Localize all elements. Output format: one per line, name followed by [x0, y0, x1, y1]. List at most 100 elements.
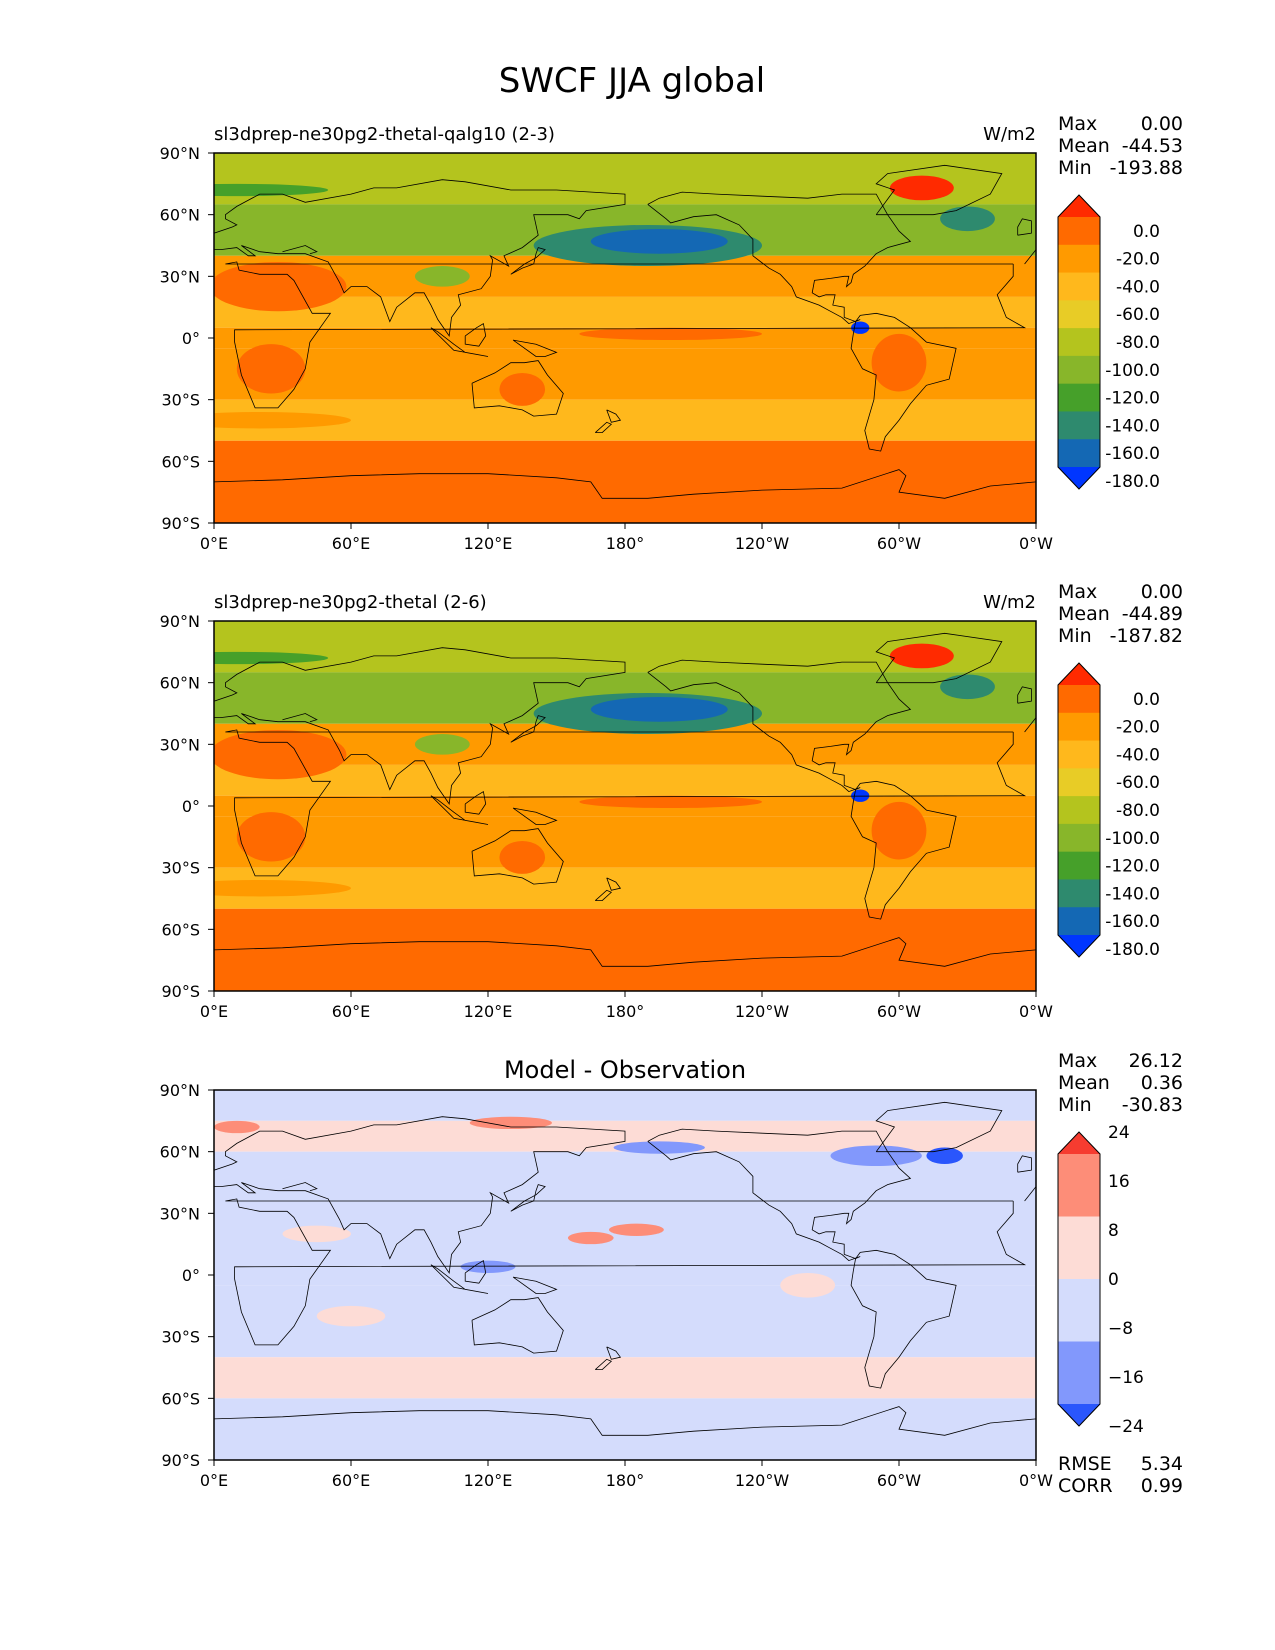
lon-tick-label: 60°W	[877, 534, 921, 553]
coastline	[430, 795, 489, 825]
stat-key: Max	[1058, 581, 1097, 603]
colorbar-swatch	[1058, 411, 1100, 440]
colorbar-outline	[1057, 662, 1101, 958]
stat-key: Mean	[1058, 1072, 1110, 1094]
field-feature	[316, 1305, 386, 1327]
field-feature	[579, 327, 763, 341]
lat-tick-label: 60°N	[160, 674, 200, 693]
field-feature	[414, 734, 470, 755]
field-feature	[590, 229, 728, 254]
colorbar-label: −24	[1108, 1417, 1144, 1437]
coastline	[214, 937, 1036, 967]
colorbar-extend-bottom	[1058, 935, 1100, 957]
colorbar-swatch	[1058, 768, 1100, 797]
coastline	[225, 1198, 1027, 1346]
field-feature	[460, 1260, 516, 1273]
field-feature	[567, 1231, 614, 1245]
colorbar-label: -120.0	[1105, 857, 1160, 877]
colorbar-swatch	[1058, 712, 1100, 742]
stat-value: 0.00	[1141, 113, 1183, 135]
stat-value: -187.82	[1110, 625, 1183, 647]
corr-value: 0.99	[1141, 1475, 1183, 1497]
stat-value: -193.88	[1110, 157, 1183, 179]
colorbar: 0.0 -20.0 -40.0 -60.0 -80.0 -100.0 -120.0 -140.…	[1057, 194, 1160, 492]
lat-tick-label: 90°S	[161, 982, 200, 1001]
field-feature	[214, 261, 347, 312]
field-feature	[214, 1120, 260, 1134]
coastline	[214, 647, 626, 805]
field-feature	[889, 643, 954, 669]
lat-tick-label: 30°N	[160, 267, 200, 286]
coastline	[512, 1276, 558, 1294]
colorbar-label: -180.0	[1105, 472, 1160, 492]
lat-tick-label: 60°N	[160, 1143, 200, 1162]
colorbar-swatch	[1058, 1216, 1100, 1280]
lon-tick-label: 60°W	[877, 1002, 921, 1021]
coastline	[225, 729, 1027, 877]
stat-value: 0.00	[1141, 581, 1183, 603]
colorbar-extend-top	[1058, 1132, 1100, 1154]
colorbar-label: −8	[1108, 1319, 1133, 1339]
panel-title: sl3dprep-ne30pg2-thetal (2-6)	[214, 592, 487, 613]
stat-key: Mean	[1058, 135, 1110, 157]
field-feature	[282, 1225, 351, 1243]
field-feature	[579, 795, 763, 809]
colorbar-label: 0.0	[1133, 690, 1160, 710]
lon-tick-label: 180°	[606, 1471, 645, 1490]
coastline	[1024, 1186, 1036, 1202]
lon-tick-label: 0°W	[1019, 534, 1053, 553]
lon-tick-label: 0°E	[200, 534, 228, 553]
colorbar-swatch	[1058, 1154, 1100, 1217]
colorbar-label: -180.0	[1105, 940, 1160, 960]
coastline	[1024, 717, 1036, 733]
coastline	[647, 659, 912, 793]
field-feature	[830, 1145, 922, 1167]
coastline	[850, 1249, 957, 1389]
colorbar-swatch	[1058, 1279, 1100, 1342]
stat-key: CORR	[1058, 1475, 1113, 1497]
stat-value: -44.53	[1122, 135, 1183, 157]
field-feature	[590, 697, 728, 722]
field-band	[214, 1398, 1036, 1460]
coastline	[1017, 686, 1032, 704]
coastline	[606, 877, 622, 891]
field-feature	[609, 1223, 664, 1236]
lat-tick-label: 0°	[182, 329, 200, 348]
field-band	[214, 440, 1036, 523]
coastline	[214, 469, 1036, 499]
colorbar-swatch	[1058, 383, 1100, 412]
coastline	[471, 1297, 564, 1354]
lon-tick-label: 120°W	[735, 534, 790, 553]
field-band	[214, 1090, 1036, 1121]
lon-tick-label: 0°W	[1019, 1002, 1053, 1021]
field-band	[214, 1357, 1036, 1399]
field-feature	[871, 333, 927, 392]
coastline	[850, 780, 957, 920]
coastline	[1024, 249, 1036, 265]
field-feature	[940, 674, 995, 700]
lon-tick-label: 120°E	[464, 1471, 513, 1490]
map-panel: 0°E 60°E 120°E 180° 120°W 60°W 0°W 90°N 60°N 30°N…	[160, 581, 1183, 1021]
colorbar-swatch	[1058, 217, 1100, 246]
colorbar-extend-bottom	[1058, 467, 1100, 489]
coastline	[647, 1128, 912, 1262]
coastline	[282, 1182, 318, 1192]
field-feature	[940, 206, 995, 232]
colorbar-label: -100.0	[1105, 829, 1160, 849]
field-band	[214, 764, 1036, 796]
lon-tick-label: 180°	[606, 1002, 645, 1021]
coastline	[214, 1116, 626, 1274]
lat-tick-label: 60°N	[160, 206, 200, 225]
map-panel: 0°E 60°E 120°E 180° 120°W 60°W 0°W 90°N 60°N 30°N…	[160, 113, 1183, 553]
field-feature	[414, 266, 470, 287]
colorbar-swatch	[1058, 685, 1100, 714]
colorbar-swatch	[1058, 355, 1100, 385]
coastline	[214, 179, 626, 337]
coastline	[606, 1346, 622, 1360]
lat-tick-label: 0°	[182, 1266, 200, 1285]
field-feature	[214, 880, 351, 897]
colorbar-label: 16	[1108, 1172, 1130, 1192]
coastline	[430, 1264, 489, 1294]
field-band	[214, 1151, 1036, 1286]
